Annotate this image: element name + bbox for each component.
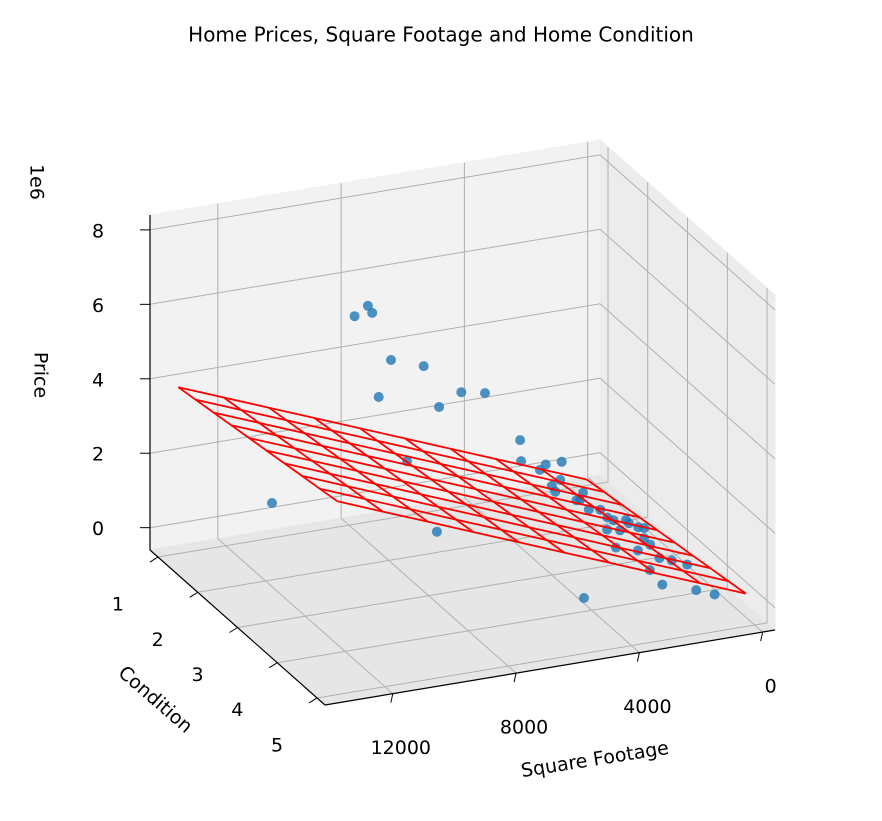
z-tick-label: 0	[92, 518, 104, 540]
y-tick-label: 5	[271, 734, 283, 756]
y-tick	[308, 697, 318, 704]
grid-line	[149, 452, 776, 609]
point	[386, 355, 396, 365]
point	[367, 307, 378, 318]
surface-line	[586, 478, 747, 595]
y-axis-line	[149, 549, 326, 706]
x-tick-label: 8000	[500, 717, 548, 739]
grid-line	[340, 183, 517, 674]
surface-line	[359, 427, 520, 544]
surface-line	[268, 406, 429, 523]
point	[456, 387, 467, 398]
surface-line	[319, 487, 729, 582]
z-offset-label: 1e6	[26, 164, 48, 200]
surface-line	[404, 437, 565, 554]
y-tick	[149, 556, 159, 563]
z-tick-label: 8	[92, 220, 104, 242]
y-tick	[269, 662, 278, 669]
surface-line	[495, 458, 656, 574]
y-axis-label: Condition	[114, 662, 197, 738]
y-tick-label: 4	[231, 699, 243, 721]
point	[709, 589, 720, 600]
x-axis-label: Square Footage	[519, 737, 670, 782]
x-tick	[760, 631, 764, 642]
point	[540, 459, 551, 470]
grid-line	[149, 228, 776, 385]
grid-line	[157, 147, 609, 558]
x-axis-line	[324, 629, 776, 706]
x-tick-label: 4000	[623, 696, 671, 718]
surface-line	[449, 447, 611, 564]
point	[691, 585, 702, 596]
z-axis-label: Price	[30, 352, 52, 398]
y-tick-label: 2	[152, 629, 164, 651]
chart-title: Home Prices, Square Footage and Home Con…	[188, 23, 694, 47]
point	[657, 579, 668, 590]
surface-line	[177, 386, 338, 503]
point	[515, 435, 526, 446]
z-tick-label: 6	[92, 295, 104, 317]
point	[556, 456, 567, 467]
surface-line	[313, 417, 475, 533]
x-tick-label: 12000	[371, 737, 431, 759]
surface-line	[223, 396, 384, 513]
z-tick-label: 2	[92, 444, 104, 466]
x-tick-label: 0	[765, 676, 777, 698]
point	[373, 392, 384, 402]
surface-line	[284, 462, 694, 557]
point	[480, 388, 490, 399]
grid-line	[217, 203, 394, 695]
point	[418, 361, 429, 372]
point	[267, 498, 277, 508]
point	[434, 402, 445, 412]
grid-line	[149, 154, 776, 311]
y-tick-label: 3	[191, 664, 203, 686]
y-tick-label: 1	[112, 594, 124, 616]
surface-line	[178, 386, 587, 481]
point	[579, 593, 589, 603]
surface-line	[266, 449, 676, 544]
y-tick	[189, 591, 198, 598]
surface-line	[301, 475, 711, 570]
grid-line	[197, 182, 649, 593]
grid-line	[149, 377, 776, 534]
grid-line	[316, 288, 768, 699]
point	[431, 526, 442, 537]
grid-line	[587, 142, 764, 633]
surface-line	[195, 398, 605, 493]
grid-line	[277, 252, 728, 664]
x-tick	[513, 673, 517, 683]
grid-line	[149, 303, 776, 460]
surface-line	[248, 437, 658, 532]
z-tick-label: 4	[92, 369, 104, 391]
surface-line	[337, 500, 746, 595]
point	[349, 311, 360, 322]
surface-line	[213, 411, 623, 506]
surface-line	[231, 424, 640, 519]
x-tick	[636, 652, 640, 662]
x-tick	[390, 693, 394, 703]
surface-line	[540, 468, 701, 585]
y-tick	[229, 627, 238, 633]
